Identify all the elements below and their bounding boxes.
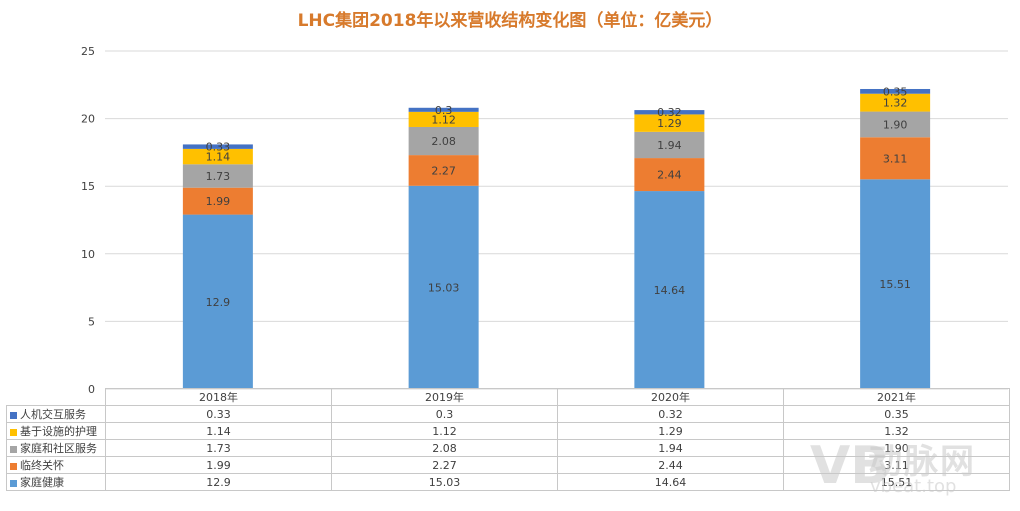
legend-key-icon bbox=[10, 428, 17, 436]
data-label: 2.27 bbox=[431, 164, 456, 177]
data-table-cell: 2.27 bbox=[331, 456, 558, 474]
data-label: 3.11 bbox=[883, 152, 908, 165]
series-name: 临终关怀 bbox=[20, 459, 64, 472]
bar-segment bbox=[860, 179, 931, 389]
data-label: 14.64 bbox=[654, 284, 686, 297]
bar-segment bbox=[408, 107, 479, 112]
bar-segment bbox=[860, 137, 931, 180]
data-table-cell: 12.9 bbox=[105, 473, 332, 491]
data-table-cell: 0.3 bbox=[331, 405, 558, 423]
data-label: 0.33 bbox=[206, 141, 231, 154]
bar-segment bbox=[634, 191, 705, 389]
data-label: 15.51 bbox=[879, 278, 911, 291]
legend-key-icon bbox=[10, 411, 17, 419]
bar-segment bbox=[634, 114, 705, 132]
bar-segment bbox=[860, 111, 931, 138]
data-table-cell: 2.44 bbox=[557, 456, 784, 474]
category-label: 2018年 bbox=[105, 388, 332, 406]
data-table-row: 家庭健康 12.9 15.03 14.64 15.51 bbox=[6, 473, 1010, 491]
legend-key-icon bbox=[10, 445, 17, 453]
data-table-cell: 1.29 bbox=[557, 422, 784, 440]
bar-segment bbox=[634, 158, 705, 192]
data-label: 1.14 bbox=[206, 151, 231, 164]
watermark-brand: 动脉网 bbox=[868, 442, 976, 482]
data-table-cell: 0.35 bbox=[783, 405, 1010, 423]
y-tick-label: 20 bbox=[81, 113, 95, 126]
stacked-bar-chart: 051015202512.91.991.731.140.3315.032.272… bbox=[81, 45, 1008, 396]
series-row-header: 家庭健康 bbox=[6, 473, 106, 491]
data-table: 2018年 2019年 2020年 2021年 人机交互服务 0.33 0.3 0.3… bbox=[6, 388, 1010, 491]
data-table-cell: 0.33 bbox=[105, 405, 332, 423]
data-table-cell: 1.14 bbox=[105, 422, 332, 440]
data-table-header-row: 2018年 2019年 2020年 2021年 bbox=[6, 388, 1010, 406]
data-label: 12.9 bbox=[206, 296, 231, 309]
bar-segment bbox=[408, 126, 479, 156]
data-label: 1.12 bbox=[431, 113, 456, 126]
bar-segment bbox=[408, 111, 479, 127]
data-label: 1.99 bbox=[206, 195, 231, 208]
series-name: 人机交互服务 bbox=[20, 408, 86, 421]
bar-segment bbox=[182, 214, 253, 389]
data-table-cell: 1.94 bbox=[557, 439, 784, 457]
bar-segment bbox=[182, 148, 253, 165]
series-row-header: 临终关怀 bbox=[6, 456, 106, 474]
data-table-corner bbox=[6, 388, 106, 406]
bar-segment bbox=[634, 110, 705, 115]
series-name: 家庭健康 bbox=[20, 476, 64, 489]
category-label: 2021年 bbox=[783, 388, 1010, 406]
category-label: 2020年 bbox=[557, 388, 784, 406]
data-label: 2.08 bbox=[431, 135, 456, 148]
bar-segment bbox=[182, 187, 253, 215]
series-row-header: 家庭和社区服务 bbox=[6, 439, 106, 457]
data-table-cell: 15.03 bbox=[331, 473, 558, 491]
chart-title: LHC集团2018年以来营收结构变化图（单位：亿美元） bbox=[297, 11, 723, 31]
data-label: 0.3 bbox=[435, 104, 453, 117]
series-name: 基于设施的护理 bbox=[20, 425, 97, 438]
bar-segment bbox=[860, 88, 931, 94]
data-table-cell: 1.12 bbox=[331, 422, 558, 440]
data-label: 0.32 bbox=[657, 106, 682, 119]
watermark-url: vbeat.top bbox=[870, 476, 957, 497]
data-label: 1.94 bbox=[657, 139, 682, 152]
legend-key-icon bbox=[10, 479, 17, 487]
data-table-cell: 14.64 bbox=[557, 473, 784, 491]
y-tick-label: 5 bbox=[88, 315, 95, 328]
y-tick-label: 10 bbox=[81, 248, 95, 261]
data-table-row: 人机交互服务 0.33 0.3 0.32 0.35 bbox=[6, 405, 1010, 423]
watermark-logo: VB bbox=[810, 436, 890, 496]
data-label: 2.44 bbox=[657, 169, 682, 182]
data-label: 15.03 bbox=[428, 281, 460, 294]
watermark: VB 动脉网 vbeat.top bbox=[810, 432, 1020, 502]
data-table-cell: 15.51 bbox=[783, 473, 1010, 491]
series-name: 家庭和社区服务 bbox=[20, 442, 97, 455]
data-table-row: 家庭和社区服务 1.73 2.08 1.94 1.90 bbox=[6, 439, 1010, 457]
bar-segment bbox=[408, 155, 479, 186]
data-label: 1.73 bbox=[206, 170, 231, 183]
bar-segment bbox=[860, 93, 931, 112]
y-tick-label: 25 bbox=[81, 45, 95, 58]
category-label: 2019年 bbox=[331, 388, 558, 406]
data-table-cell: 1.99 bbox=[105, 456, 332, 474]
data-label: 1.90 bbox=[883, 118, 908, 131]
y-tick-label: 15 bbox=[81, 180, 95, 193]
data-label: 1.32 bbox=[883, 97, 908, 110]
data-label: 1.29 bbox=[657, 117, 682, 130]
bar-segment bbox=[634, 131, 705, 159]
data-table-cell: 2.08 bbox=[331, 439, 558, 457]
data-label: 0.35 bbox=[883, 85, 908, 98]
bar-segment bbox=[182, 144, 253, 149]
data-table-row: 基于设施的护理 1.14 1.12 1.29 1.32 bbox=[6, 422, 1010, 440]
bar-segment bbox=[182, 164, 253, 188]
series-row-header: 人机交互服务 bbox=[6, 405, 106, 423]
data-table-cell: 0.32 bbox=[557, 405, 784, 423]
legend-key-icon bbox=[10, 462, 17, 470]
data-table-cell: 1.73 bbox=[105, 439, 332, 457]
series-row-header: 基于设施的护理 bbox=[6, 422, 106, 440]
bar-segment bbox=[408, 185, 479, 389]
